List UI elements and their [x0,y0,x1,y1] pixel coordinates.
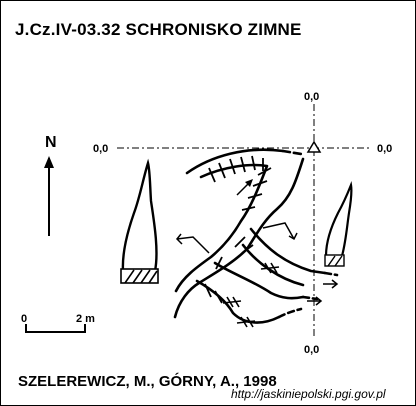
cave-outline [173,148,339,324]
passage-arrows [307,279,339,306]
map-title: J.Cz.IV-03.32 SCHRONISKO ZIMNE [15,20,302,39]
arrow-icon [236,179,253,196]
authors-credit: SZELEREWICZ, M., GÓRNY, A., 1998 [18,373,277,390]
datum-label-left: 0,0 [93,143,108,155]
step-marks [222,262,280,328]
scale-bar [25,324,86,333]
section-lines [117,104,371,337]
source-link[interactable]: http://jaskiniepolski.pgi.gov.pl [231,387,386,401]
triangle-datum-icon [306,140,322,153]
datum-label-right: 0,0 [377,143,392,155]
slope-hachures [204,155,272,304]
datum-label-bottom: 0,0 [304,344,319,356]
scale-start-label: 0 [21,313,27,325]
cross-section-right [324,180,353,267]
section-marker-left-icon [175,233,210,254]
cross-section-left [120,158,159,284]
scale-end-label: 2 m [76,313,95,325]
section-marker-right-icon [262,222,298,241]
north-arrow-icon [44,156,54,236]
datum-label-top: 0,0 [304,91,319,103]
north-label: N [45,134,57,151]
